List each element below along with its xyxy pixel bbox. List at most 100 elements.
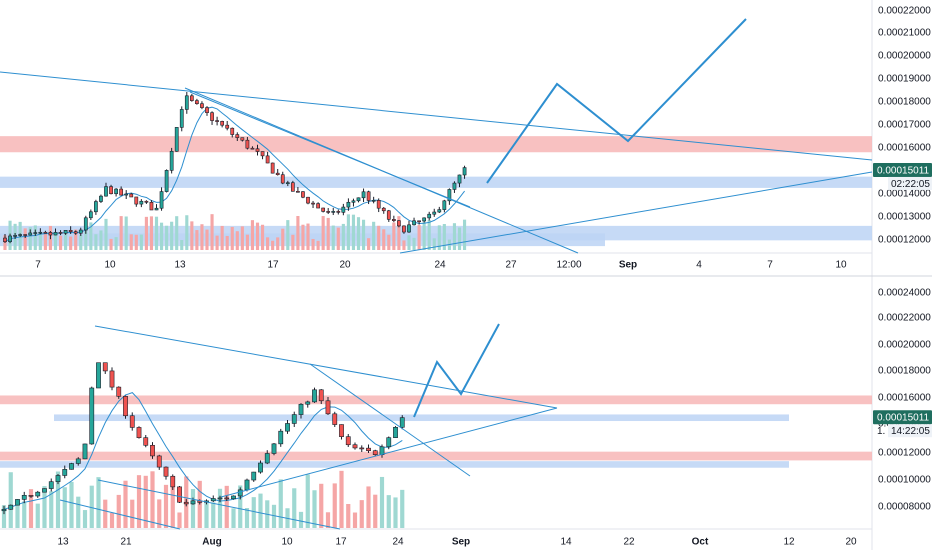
top-volume-bar (190, 221, 194, 250)
top-volume-bar (367, 238, 371, 250)
bottom-volume-bar (379, 476, 385, 528)
top-candle-body (58, 232, 63, 234)
bottom-candle-body (325, 400, 331, 415)
bottom-y-tick-label: 0.00020000 (878, 340, 931, 351)
top-candle-body (240, 137, 245, 141)
bottom-volume-bar (393, 497, 398, 528)
bottom-candle-body (312, 389, 317, 403)
bottom-candle-body (231, 495, 236, 500)
top-volume-bar (119, 216, 123, 250)
bottom-volume-bar (244, 508, 250, 528)
top-y-tick-label: 0.00012000 (878, 235, 931, 246)
bottom-candle-body (82, 443, 88, 460)
top-x-tick-label: 24 (434, 260, 446, 271)
bottom-candle-body (210, 498, 216, 502)
bottom-zone-support (0, 461, 789, 468)
top-volume-bar (356, 217, 361, 250)
bottom-candle-body (42, 488, 47, 493)
top-candle-body (301, 191, 305, 198)
top-volume-bar (185, 215, 189, 250)
bottom-volume-bar (76, 496, 81, 528)
bottom-candle-body (291, 414, 297, 424)
top-candle-body (462, 167, 467, 176)
top-volume-bar (417, 225, 421, 250)
top-x-tick-label: 12:00 (556, 260, 581, 271)
top-candle-body (129, 193, 134, 198)
top-volume-bar (286, 220, 290, 250)
top-volume-bar (230, 226, 234, 250)
top-candle-body (83, 217, 88, 231)
top-volume-bar (457, 227, 462, 250)
top-candle-body (3, 237, 7, 243)
top-candle-body (331, 211, 336, 213)
bottom-y-tick-label: 0.00008000 (878, 502, 931, 513)
top-volume-bar (321, 216, 325, 250)
bottom-volume-bar (258, 493, 263, 528)
top-volume-bar (23, 228, 27, 250)
top-volume-bar (291, 234, 295, 250)
top-volume-bar (377, 225, 381, 250)
top-volume-bar (165, 225, 169, 250)
bottom-y-tick-label: 0.00012000 (878, 448, 931, 459)
bottom-volume-bar (278, 479, 283, 528)
bottom-volume-bar (62, 487, 67, 528)
bottom-candle-body (48, 481, 54, 489)
bottom-volume-bar (400, 489, 405, 528)
bottom-candle-body (177, 486, 182, 503)
top-candle-body (13, 235, 17, 237)
bottom-volume-bar (366, 486, 371, 528)
bottom-countdown-value: 14:22:05 (891, 426, 930, 437)
top-candle-body (230, 127, 235, 135)
top-candle-body (255, 148, 260, 152)
top-volume-bar (407, 235, 411, 250)
top-volume-bar (53, 233, 58, 250)
top-volume-bar (427, 220, 431, 250)
bottom-candle-body (386, 437, 392, 448)
bottom-candle-body (89, 387, 95, 445)
top-volume-bar (260, 224, 265, 250)
bottom-candle-body (150, 444, 155, 457)
top-volume-bar (245, 234, 249, 250)
top-y-tick-label: 0.00013000 (878, 212, 931, 223)
bottom-volume-bar (346, 504, 351, 528)
top-candle-body (407, 224, 411, 233)
bottom-volume-bar (116, 494, 121, 528)
bottom-x-tick-label: 24 (392, 537, 404, 548)
top-x-tick-label: 20 (339, 260, 351, 271)
bottom-candle-body (285, 423, 290, 432)
top-volume-bar (255, 222, 260, 250)
bottom-volume-bar (42, 486, 47, 528)
top-candle-body (376, 200, 381, 209)
bottom-candle-body (332, 413, 338, 425)
bottom-candle-body (190, 500, 196, 505)
bottom-x-tick-label: 10 (281, 537, 293, 548)
top-volume-bar (84, 223, 88, 250)
top-candle-body (280, 174, 285, 184)
top-candle-body (356, 197, 361, 202)
top-candle-body (78, 229, 83, 234)
top-volume-bar (432, 238, 436, 250)
top-volume-bar (38, 231, 42, 250)
top-candle-body (437, 209, 442, 213)
top-candle-body (48, 232, 53, 236)
bottom-candle-body (217, 497, 223, 500)
bottom-volume-bar (339, 470, 344, 528)
bottom-zone-resistance (0, 451, 872, 461)
bottom-candle-body (35, 491, 41, 497)
bottom-volume-bar (325, 512, 331, 528)
top-moving-average-line (4, 106, 465, 243)
bottom-volume-bar (305, 474, 310, 528)
top-panel: 0.00022000 0.00021000 0.00020000 0.00019000… (0, 6, 932, 271)
top-zone-resistance (0, 136, 872, 153)
top-volume-bar (139, 234, 143, 250)
top-y-tick-label: 0.00021000 (878, 28, 931, 39)
bottom-candle-body (183, 501, 189, 505)
bottom-candle-body (8, 504, 14, 510)
top-volume-bar (210, 214, 214, 250)
bottom-candle-body (55, 475, 61, 482)
bottom-countdown-badge (888, 424, 932, 438)
bottom-volume-bar (22, 501, 27, 528)
top-volume-bar (351, 214, 356, 250)
top-x-tick-label: 10 (835, 260, 847, 271)
top-candle-body (371, 200, 376, 202)
